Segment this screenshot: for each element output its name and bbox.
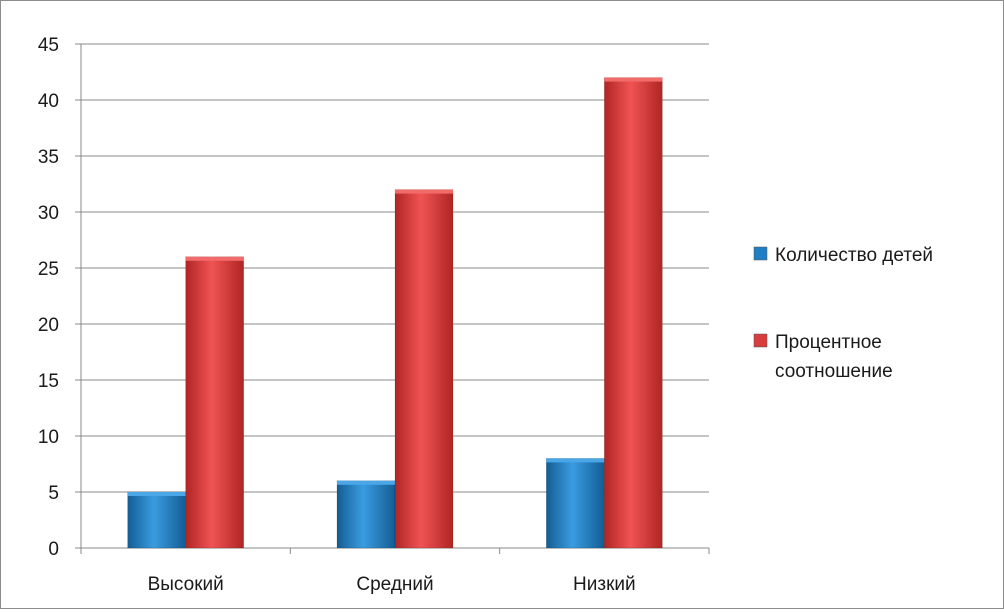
- bar-children-count: [546, 458, 605, 549]
- y-tick-label: 45: [38, 35, 59, 56]
- legend-swatch-percentage: [753, 333, 768, 348]
- y-tick-label: 10: [38, 427, 59, 448]
- legend-swatch-children-count: [753, 246, 768, 261]
- bars: [127, 77, 663, 549]
- bar-top-highlight: [185, 256, 244, 261]
- y-tick-label: 40: [38, 91, 59, 112]
- x-tick-label: Высокий: [148, 574, 224, 595]
- legend-label: Процентное: [775, 332, 882, 353]
- bar-children-count: [127, 491, 186, 549]
- legend-label: Количество детей: [775, 245, 933, 266]
- x-tick-labels: Высокий Средний Низкий: [148, 574, 636, 595]
- y-tick-label: 20: [38, 315, 59, 336]
- legend-label: соотношение: [775, 361, 893, 382]
- bar-percentage: [604, 77, 663, 549]
- bar-top-highlight: [395, 189, 453, 194]
- bar-percentage: [394, 189, 454, 549]
- y-tick-label: 25: [38, 259, 59, 280]
- y-tick-labels: 0 5 10 15 20 25 30 35 40 45: [38, 35, 59, 560]
- y-tick-label: 35: [38, 147, 59, 168]
- bar-percentage: [185, 256, 244, 549]
- bar-top-highlight: [546, 458, 605, 463]
- x-tick-label: Низкий: [573, 574, 636, 595]
- y-tick-label: 5: [48, 483, 59, 504]
- bar-top-highlight: [604, 77, 663, 82]
- legend: Количество детей Процентное соотношение: [753, 245, 933, 382]
- y-tick-label: 15: [38, 371, 59, 392]
- bar-top-highlight: [127, 492, 186, 496]
- bar-children-count: [336, 480, 396, 549]
- y-tick-label: 0: [48, 539, 59, 560]
- x-tick-label: Средний: [356, 574, 433, 595]
- bar-top-highlight: [337, 480, 395, 485]
- y-tick-label: 30: [38, 203, 59, 224]
